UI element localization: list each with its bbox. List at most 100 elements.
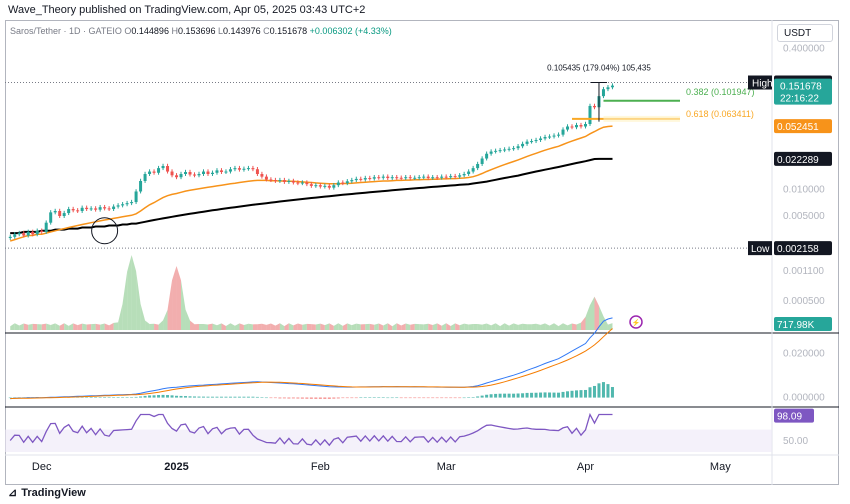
volume-area: [149, 323, 155, 330]
candle-body: [116, 205, 120, 207]
macd-histogram-bar: [395, 397, 399, 399]
candle-body: [121, 204, 125, 206]
candle-body: [269, 179, 273, 181]
volume-area: [567, 323, 573, 330]
candle-body: [386, 176, 390, 179]
candle-body: [381, 176, 385, 178]
candle-body: [67, 209, 71, 214]
volume-area: [82, 323, 87, 330]
volume-area: [410, 323, 415, 330]
macd-histogram-bar: [435, 397, 439, 399]
macd-histogram-bar: [210, 396, 214, 398]
macd-histogram-bar: [152, 395, 156, 398]
macd-histogram-bar: [318, 397, 322, 399]
volume-area: [396, 323, 402, 330]
volume-area: [225, 323, 231, 330]
candle-body: [143, 174, 147, 181]
candle-body: [22, 233, 26, 236]
rsi-tick-label: 50.00: [783, 436, 808, 447]
volume-area: [68, 323, 74, 330]
volume-area: [122, 271, 128, 330]
volume-area: [140, 304, 146, 330]
price-tick-label: 0.010000: [783, 185, 825, 196]
macd-histogram-bar: [530, 392, 534, 398]
macd-histogram-bar: [350, 397, 354, 399]
candle-body: [31, 231, 35, 235]
macd-histogram-bar: [539, 392, 543, 398]
macd-histogram-bar: [125, 397, 129, 398]
candle-body: [273, 180, 277, 182]
volume-area: [387, 323, 393, 330]
footer: ⊿ TradingView: [8, 486, 86, 500]
candle-body: [467, 171, 471, 175]
candle-body: [336, 182, 340, 186]
macd-histogram-bar: [89, 397, 93, 398]
volume-area: [50, 323, 56, 330]
close-label: C: [263, 26, 270, 36]
volume-area: [23, 323, 29, 330]
countdown-tag: 22:16:22: [780, 94, 819, 105]
macd-histogram-bar: [368, 397, 372, 398]
volume-area: [257, 323, 262, 330]
volume-area: [297, 323, 303, 330]
change-value: +0.006302 (+4.33%): [309, 26, 392, 36]
candle-body: [512, 148, 516, 150]
candle-body: [601, 89, 605, 97]
volume-area: [441, 323, 447, 330]
volume-area: [554, 323, 559, 330]
volume-area: [207, 323, 213, 330]
candle-body: [139, 180, 143, 192]
macd-histogram-bar: [314, 397, 318, 399]
currency-selector[interactable]: USDT: [777, 24, 833, 42]
volume-area: [145, 320, 150, 330]
macd-histogram-bar: [219, 396, 223, 398]
macd-histogram-bar: [206, 396, 210, 398]
ema-short-tag-bg: [774, 119, 832, 134]
candle-body: [251, 168, 255, 170]
volume-area: [351, 323, 357, 330]
price-tick-label: 0.400000: [783, 44, 825, 55]
volume-area: [374, 323, 379, 330]
macd-histogram-bar: [386, 397, 390, 399]
volume-area: [423, 323, 429, 330]
candle-body: [255, 169, 259, 175]
high-tag-bg: [748, 75, 772, 90]
macd-histogram-bar: [566, 391, 570, 398]
candle-body: [592, 105, 596, 108]
close-value: 0.151678: [269, 26, 308, 36]
volume-area: [342, 323, 348, 330]
candle-body: [516, 146, 520, 149]
volume-area: [73, 323, 78, 330]
volume-area: [468, 324, 474, 330]
macd-histogram-bar: [300, 397, 304, 399]
price-tick-label: 0.005000: [783, 211, 825, 222]
volume-area: [167, 280, 173, 330]
volume-area: [563, 323, 568, 330]
rsi-value-tag-bg: [774, 408, 814, 423]
macd-histogram-bar: [453, 397, 457, 399]
candle-body: [579, 125, 583, 127]
candle-body: [233, 168, 237, 170]
candle-body: [246, 168, 250, 170]
volume-area: [329, 323, 334, 330]
candle-body: [107, 208, 111, 210]
volume-area: [545, 323, 550, 330]
open-label: O: [124, 26, 132, 36]
candle-body: [318, 185, 322, 187]
volume-area: [203, 324, 208, 330]
volume-area: [589, 296, 595, 330]
macd-histogram-bar: [255, 396, 259, 398]
macd-histogram-bar: [228, 396, 232, 398]
volume-area: [181, 280, 186, 330]
macd-histogram-bar: [242, 396, 246, 398]
macd-histogram-bar: [305, 397, 309, 399]
fib-zone: [603, 115, 680, 122]
macd-histogram-bar: [557, 392, 561, 398]
volume-area: [432, 323, 438, 330]
volume-area: [270, 323, 276, 330]
candle-body: [323, 185, 327, 187]
macd-histogram-bar: [534, 392, 538, 398]
candle-body: [224, 171, 228, 173]
macd-histogram-bar: [413, 397, 417, 399]
